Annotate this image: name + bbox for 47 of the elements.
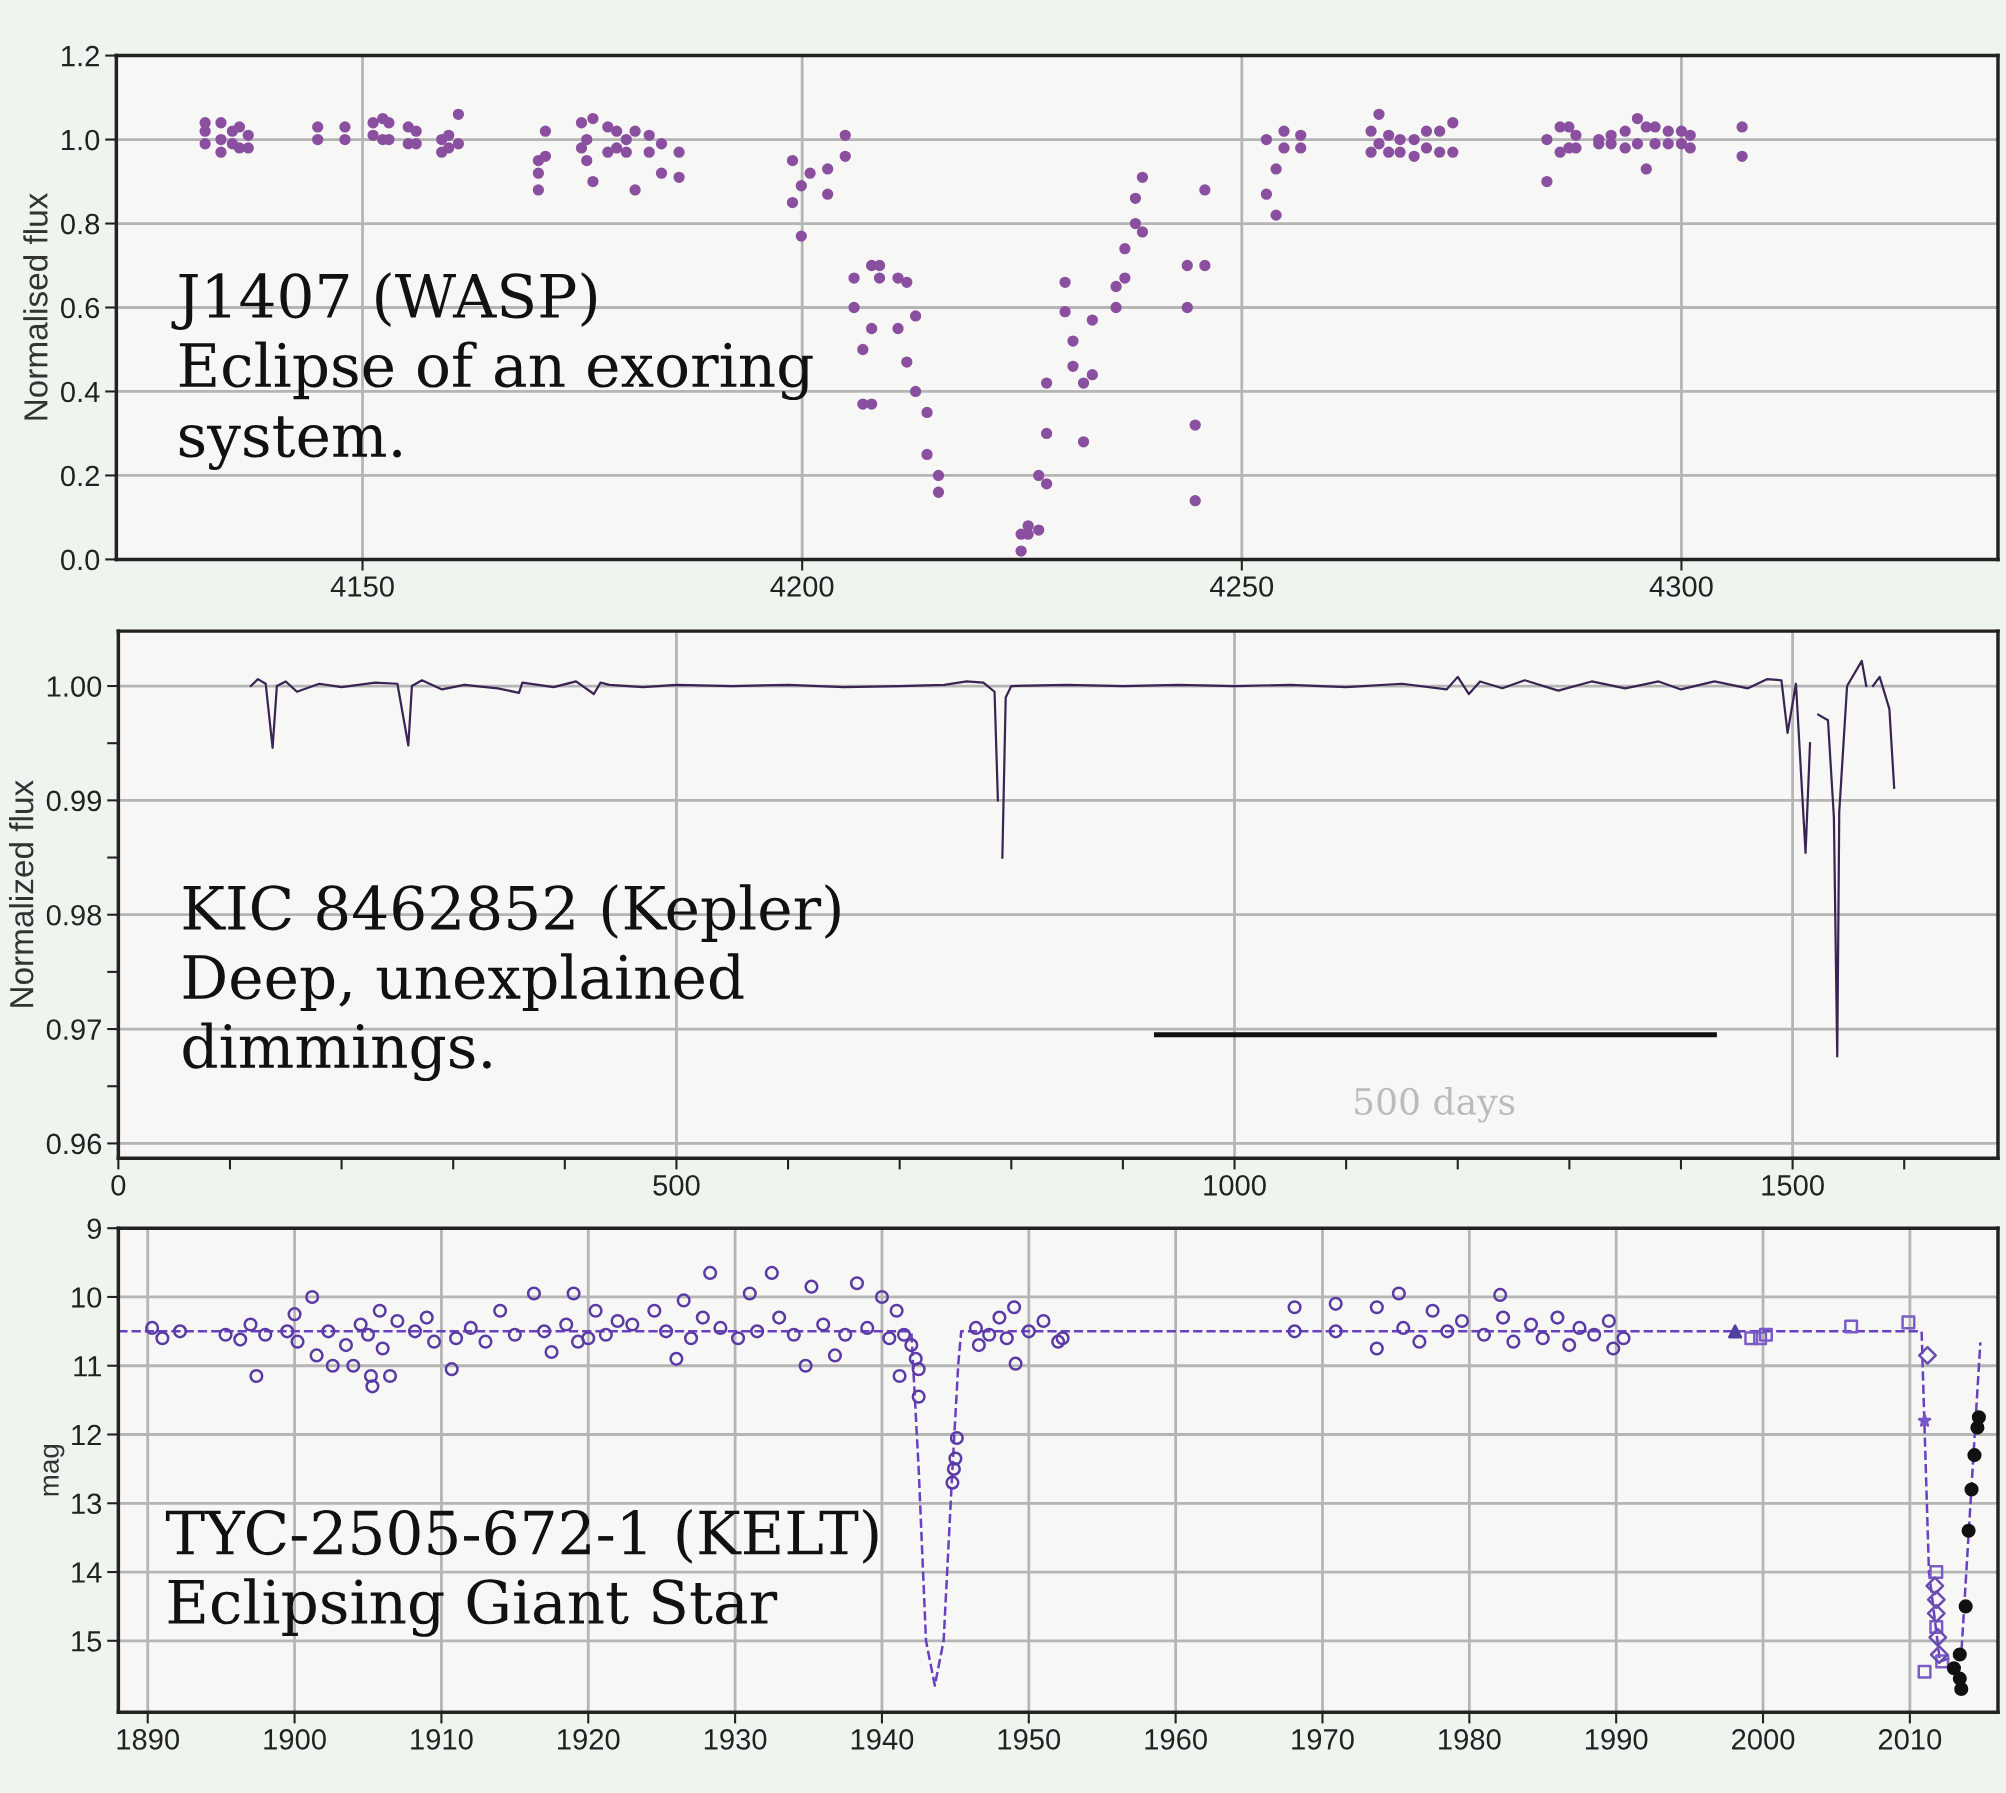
y-tick-label: 0.97 [46, 1019, 101, 1040]
x-tick-label: 0 [111, 1175, 126, 1196]
y-tick-label: 0.98 [46, 904, 102, 926]
x-tick-label: 1900 [264, 1729, 326, 1750]
annotation: KIC 8462852 (Kepler) Deep, unexplained dimmings. [183, 884, 840, 1082]
x-tick-label: 1950 [998, 1729, 1061, 1750]
x-tick-label: 1500 [1762, 1175, 1824, 1196]
y-tick-label: 12 [72, 1424, 101, 1446]
y-axis-title: Normalized flux [8, 780, 34, 1007]
x-tick-label: 1990 [1585, 1729, 1648, 1750]
y-tick-label: 1.0 [62, 129, 100, 151]
y-tick-label: 0.0 [60, 549, 100, 571]
x-tick-label: 1920 [558, 1729, 620, 1750]
x-tick-label: 1960 [1145, 1729, 1207, 1750]
y-tick-label: 0.4 [60, 381, 100, 403]
x-tick-label: 1980 [1439, 1729, 1501, 1750]
x-tick-label: 4250 [1210, 576, 1274, 597]
x-tick-label: 1000 [1204, 1175, 1266, 1196]
y-tick-label: 0.6 [60, 297, 100, 319]
y-axis-title: Normalised flux [23, 193, 48, 420]
annotation: J1407 (WASP) Eclipse of an exoring system. [171, 272, 813, 471]
y-tick-label: 0.99 [46, 790, 101, 812]
x-tick-label: 1930 [704, 1729, 767, 1750]
x-tick-label: 1910 [411, 1729, 473, 1750]
x-tick-label: 500 [653, 1175, 700, 1196]
y-tick-label: 1.2 [62, 45, 99, 67]
x-tick-label: 1940 [851, 1729, 914, 1750]
y-axis-title: mag [43, 1445, 65, 1496]
y-tick-label: 1.00 [47, 676, 102, 697]
annotation: 500 days [1355, 1087, 1515, 1123]
x-tick-label: 4200 [770, 576, 834, 597]
y-tick-label: 0.2 [60, 465, 99, 487]
y-tick-label: 0.96 [46, 1133, 102, 1155]
x-tick-label: 4150 [330, 576, 394, 597]
x-tick-label: 1970 [1292, 1729, 1354, 1750]
y-tick-label: 13 [72, 1493, 102, 1515]
x-tick-label: 2000 [1732, 1729, 1795, 1750]
y-tick-label: 11 [74, 1356, 101, 1377]
x-tick-label: 4300 [1649, 576, 1713, 597]
x-tick-label: 1890 [117, 1729, 180, 1750]
y-tick-label: 0.8 [60, 213, 100, 235]
x-tick-label: 2010 [1878, 1729, 1942, 1750]
y-tick-label: 10 [72, 1287, 102, 1308]
y-tick-label: 15 [72, 1631, 102, 1652]
y-tick-label: 9 [87, 1218, 101, 1240]
annotation: TYC-2505-672-1 (KELT) Eclipsing Giant Star [165, 1508, 878, 1637]
y-tick-label: 14 [72, 1562, 102, 1583]
